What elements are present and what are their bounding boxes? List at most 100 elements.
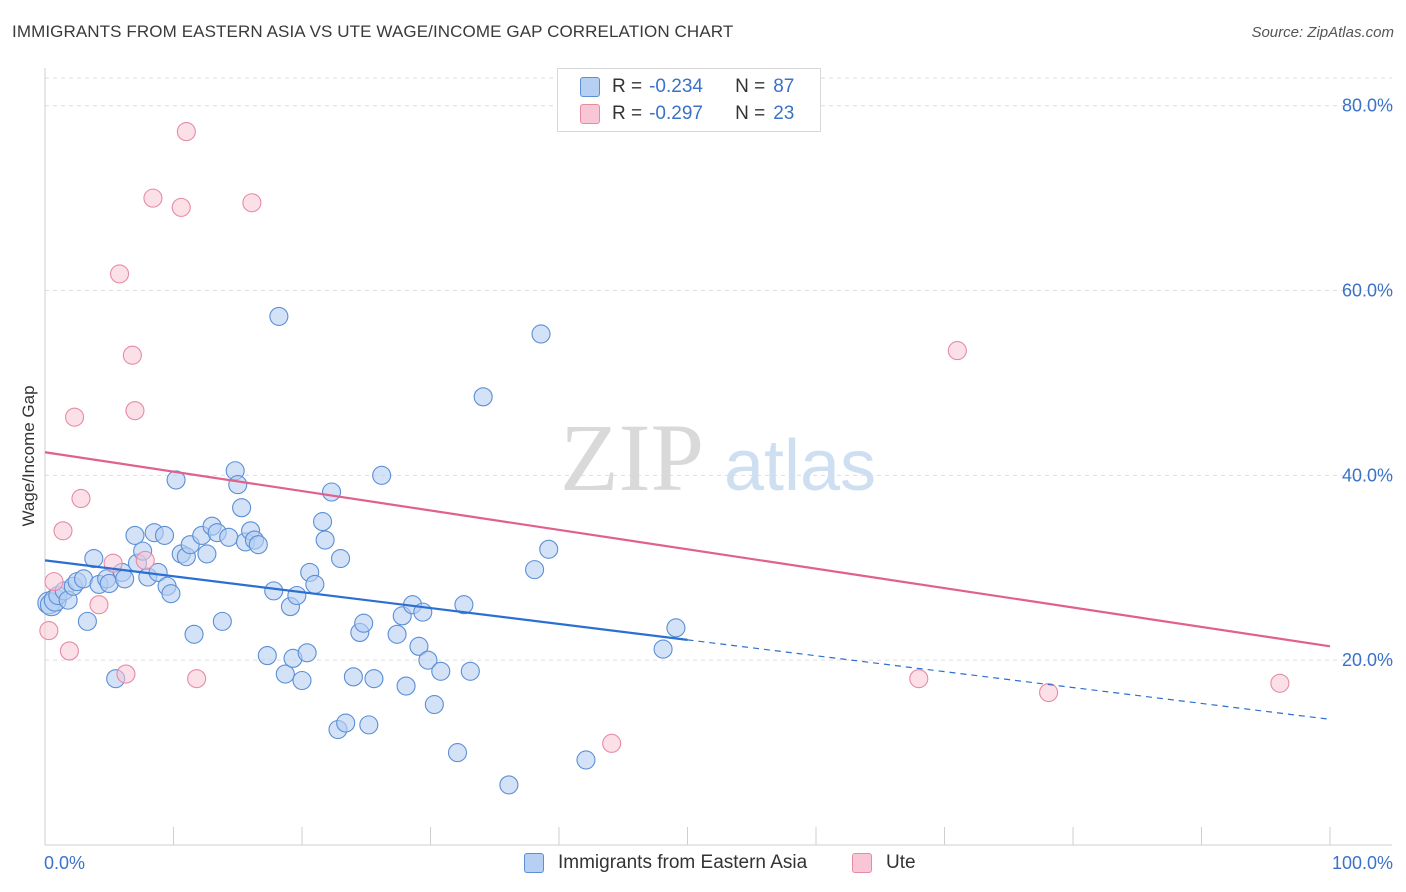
point-eastern-asia bbox=[447, 743, 468, 763]
point-ute bbox=[109, 264, 130, 284]
legend-row-eastern-asia: R = -0.234 N = 87 bbox=[580, 75, 794, 99]
point-eastern-asia bbox=[257, 646, 277, 666]
point-ute bbox=[44, 572, 64, 592]
y-tick-label: 20.0% bbox=[1342, 650, 1393, 670]
point-eastern-asia bbox=[115, 569, 135, 589]
point-eastern-asia bbox=[275, 664, 295, 684]
point-ute bbox=[53, 521, 73, 541]
point-eastern-asia bbox=[84, 548, 104, 569]
point-ute bbox=[143, 188, 163, 208]
point-eastern-asia bbox=[212, 611, 232, 631]
point-eastern-asia bbox=[184, 624, 204, 644]
point-ute bbox=[39, 621, 59, 641]
point-eastern-asia bbox=[292, 670, 312, 691]
legend-r-value: -0.234 bbox=[649, 76, 703, 97]
point-eastern-asia bbox=[525, 560, 545, 580]
point-ute bbox=[171, 197, 191, 217]
point-eastern-asia bbox=[418, 650, 438, 670]
point-eastern-asia bbox=[396, 676, 416, 696]
point-ute bbox=[59, 641, 79, 661]
y-tick-label: 60.0% bbox=[1342, 281, 1393, 301]
point-eastern-asia bbox=[322, 482, 342, 502]
y-tick-label: 80.0% bbox=[1342, 96, 1393, 116]
legend-n-value: 87 bbox=[773, 76, 795, 97]
point-eastern-asia bbox=[154, 525, 175, 545]
trend-lines bbox=[44, 451, 1331, 720]
point-eastern-asia bbox=[473, 387, 493, 407]
point-eastern-asia bbox=[287, 585, 307, 606]
point-eastern-asia bbox=[409, 636, 429, 656]
point-eastern-asia bbox=[460, 661, 480, 681]
point-eastern-asia bbox=[264, 581, 284, 601]
x-tick-label: 100.0% bbox=[1332, 853, 1393, 873]
legend-swatch-blue bbox=[580, 77, 600, 97]
axis-labels: 20.0% 40.0% 60.0% 80.0% 0.0% 100.0% Wage/Incom… bbox=[19, 96, 1393, 873]
point-ute bbox=[602, 733, 622, 753]
legend-row-ute: R = -0.297 N = 23 bbox=[580, 102, 794, 126]
point-eastern-asia bbox=[313, 512, 333, 532]
point-eastern-asia bbox=[161, 584, 181, 604]
legend-swatch-blue bbox=[524, 853, 544, 873]
point-eastern-asia bbox=[336, 713, 356, 733]
point-eastern-asia bbox=[315, 530, 335, 550]
grid-layer bbox=[45, 77, 1392, 661]
legend-item-eastern-asia[interactable]: Immigrants from Eastern Asia bbox=[524, 852, 807, 874]
point-ute bbox=[71, 488, 91, 509]
series-eastern-asia-points bbox=[37, 306, 686, 795]
point-eastern-asia bbox=[499, 775, 519, 795]
trend-eastern-asia bbox=[44, 559, 688, 641]
point-eastern-asia bbox=[305, 574, 325, 594]
point-eastern-asia bbox=[343, 667, 363, 687]
point-eastern-asia bbox=[125, 525, 145, 545]
point-ute bbox=[1039, 682, 1059, 703]
legend-label-ute: Ute bbox=[886, 852, 916, 873]
point-ute bbox=[125, 401, 145, 421]
point-eastern-asia bbox=[77, 611, 97, 631]
series-ute-points bbox=[39, 122, 1290, 753]
point-eastern-asia bbox=[219, 527, 239, 547]
point-eastern-asia bbox=[364, 669, 384, 689]
point-eastern-asia bbox=[269, 306, 289, 326]
legend-r-label: R = bbox=[612, 103, 643, 124]
point-ute bbox=[122, 345, 142, 365]
point-ute bbox=[909, 669, 929, 689]
point-ute bbox=[116, 664, 136, 684]
trend-ute bbox=[44, 451, 1331, 648]
point-ute bbox=[135, 550, 155, 570]
point-ute bbox=[187, 669, 207, 689]
point-eastern-asia bbox=[539, 539, 559, 559]
legend-n-value: 23 bbox=[773, 103, 795, 124]
point-ute bbox=[89, 595, 109, 615]
watermark-atlas: atlas bbox=[724, 426, 876, 506]
legend-item-ute[interactable]: Ute bbox=[852, 852, 916, 874]
watermark-zip: ZIP bbox=[560, 404, 704, 511]
y-axis-title: Wage/Income Gap bbox=[19, 385, 38, 526]
point-eastern-asia bbox=[531, 324, 551, 344]
point-eastern-asia bbox=[330, 548, 351, 569]
point-eastern-asia bbox=[372, 465, 392, 485]
axis-layer bbox=[44, 68, 1392, 846]
point-eastern-asia bbox=[666, 618, 686, 638]
y-tick-label: 40.0% bbox=[1342, 465, 1393, 485]
point-ute bbox=[1270, 673, 1290, 693]
series-legend: Immigrants from Eastern Asia Ute bbox=[0, 852, 1406, 878]
point-eastern-asia bbox=[197, 544, 217, 564]
trend-eastern-asia-extension bbox=[687, 639, 1331, 720]
point-eastern-asia bbox=[354, 613, 374, 633]
point-ute bbox=[242, 193, 262, 213]
point-eastern-asia bbox=[232, 498, 252, 518]
point-eastern-asia bbox=[653, 639, 673, 659]
point-eastern-asia bbox=[248, 535, 268, 555]
point-eastern-asia bbox=[359, 715, 379, 735]
point-eastern-asia bbox=[454, 595, 474, 615]
point-eastern-asia bbox=[228, 475, 248, 495]
watermark: ZIP atlas bbox=[560, 404, 876, 511]
source-label: Source: ZipAtlas.com bbox=[1251, 24, 1394, 41]
legend-n-label: N = bbox=[735, 103, 766, 124]
x-tick-label: 0.0% bbox=[44, 853, 85, 873]
legend-r-label: R = bbox=[612, 76, 643, 97]
point-ute bbox=[947, 341, 967, 361]
chart-title: IMMIGRANTS FROM EASTERN ASIA VS UTE WAGE… bbox=[12, 22, 734, 41]
point-eastern-asia bbox=[297, 643, 317, 663]
